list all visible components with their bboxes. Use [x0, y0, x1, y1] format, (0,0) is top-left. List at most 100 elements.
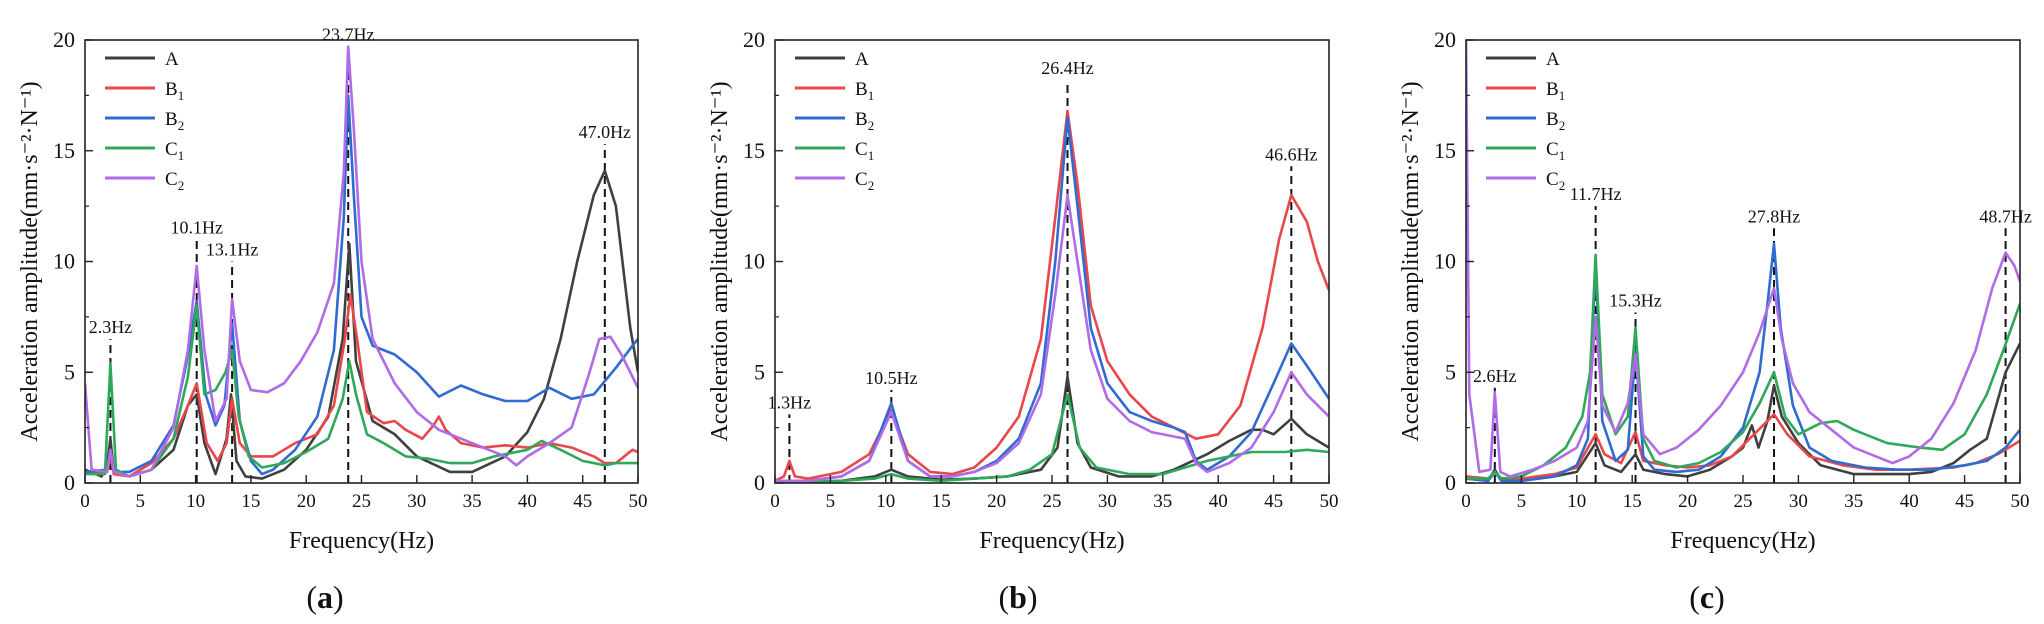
- y-tick-label: 10: [743, 249, 765, 274]
- x-tick-label: 20: [297, 491, 316, 512]
- x-tick-label: 20: [1678, 491, 1697, 512]
- legend-label-A: A: [165, 49, 179, 70]
- x-tick-label: 5: [826, 491, 836, 512]
- x-axis-label: Frequency(Hz): [289, 528, 434, 554]
- y-tick-label: 10: [53, 249, 75, 274]
- peak-label: 2.3Hz: [89, 317, 133, 337]
- peak-label: 10.1Hz: [170, 217, 223, 237]
- legend-label-C1: C1: [855, 139, 874, 163]
- x-tick-label: 40: [518, 491, 537, 512]
- series-group: [775, 109, 1329, 483]
- peak-label: 15.3Hz: [1609, 290, 1662, 310]
- y-axis-label: Acceleration amplitude(mm·s⁻²·N⁻¹): [17, 81, 43, 441]
- y-axis-label: Acceleration amplitude(mm·s⁻²·N⁻¹): [707, 81, 733, 441]
- x-tick-label: 40: [1900, 491, 1919, 512]
- peak-label: 27.8Hz: [1748, 206, 1801, 226]
- y-tick-label: 5: [754, 359, 765, 384]
- legend-label-A: A: [855, 49, 869, 70]
- plot-frame: [1465, 39, 2021, 484]
- legend-label-B1: B1: [855, 79, 874, 103]
- y-axis-label: Acceleration amplitude(mm·s⁻²·N⁻¹): [1398, 81, 1424, 441]
- x-tick-label: 25: [1734, 491, 1753, 512]
- y-tick-label: 15: [743, 138, 765, 163]
- y-tick-label: 20: [53, 27, 75, 52]
- series-line-B1: [775, 109, 1329, 482]
- x-tick-label: 35: [463, 491, 482, 512]
- legend: A B1 B2 C1 C2: [1486, 49, 1565, 193]
- peak-label: 11.7Hz: [1570, 184, 1622, 204]
- y-tick-label: 0: [1445, 470, 1456, 495]
- y-tick-label: 5: [1445, 359, 1456, 384]
- series-line-C2: [1466, 39, 2020, 478]
- x-tick-label: 45: [573, 491, 592, 512]
- x-tick-label: 10: [186, 491, 205, 512]
- y-tick-label: 0: [64, 470, 75, 495]
- y-tick-label: 15: [53, 138, 75, 163]
- series-line-C2: [85, 45, 638, 478]
- series-line-C1: [85, 304, 638, 478]
- peak-label: 10.5Hz: [865, 368, 918, 388]
- x-tick-label: 30: [407, 491, 426, 512]
- x-tick-label: 50: [629, 491, 648, 512]
- legend: A B1 B2 C1 C2: [795, 49, 874, 193]
- x-tick-label: 40: [1209, 491, 1228, 512]
- x-axis-label: Frequency(Hz): [979, 528, 1124, 554]
- panel-c: 0 5 10 15 20 25 30 35 40 45 50 0 5 10 15 20 Frequency(Hz…: [1398, 27, 2032, 615]
- x-tick-label: 30: [1098, 491, 1117, 512]
- x-tick-label: 25: [1043, 491, 1062, 512]
- y-tick-label: 10: [1434, 249, 1456, 274]
- legend-label-C1: C1: [1546, 139, 1565, 163]
- legend-label-B2: B2: [855, 109, 874, 133]
- x-tick-label: 25: [352, 491, 371, 512]
- peak-label: 2.6Hz: [1473, 366, 1517, 386]
- legend-label-B1: B1: [1546, 79, 1565, 103]
- x-tick-label: 30: [1789, 491, 1808, 512]
- series-group: [1466, 39, 2020, 483]
- peak-label: 26.4Hz: [1041, 58, 1094, 78]
- legend-label-C2: C2: [1546, 169, 1565, 193]
- panel-label: (c): [1689, 579, 1725, 615]
- panel-a: 0 5 10 15 20 25 30 35 40 45 50 0 5 10 15 20 Frequency(Hz…: [17, 25, 648, 615]
- x-axis-label: Frequency(Hz): [1670, 528, 1815, 554]
- panel-b: 0 5 10 15 20 25 30 35 40 45 50 0 5 10 15 20 Frequency(Hz…: [707, 27, 1339, 615]
- peak-label: 48.7Hz: [1979, 206, 2032, 226]
- peak-label: 46.6Hz: [1265, 144, 1318, 164]
- legend-label-C1: C1: [165, 139, 184, 163]
- x-tick-label: 10: [876, 491, 895, 512]
- series-line-C1: [1466, 253, 2020, 480]
- x-tick-label: 35: [1844, 491, 1863, 512]
- x-tick-label: 50: [1320, 491, 1339, 512]
- y-tick-label: 5: [64, 359, 75, 384]
- y-tick-label: 15: [1434, 138, 1456, 163]
- y-tick-label: 0: [754, 470, 765, 495]
- legend-label-A: A: [1546, 49, 1560, 70]
- x-tick-label: 15: [1623, 491, 1642, 512]
- series-group: [85, 45, 638, 480]
- x-tick-label: 45: [1955, 491, 1974, 512]
- peak-label: 47.0Hz: [579, 122, 632, 142]
- x-tick-label: 50: [2011, 491, 2030, 512]
- x-tick-label: 0: [770, 491, 780, 512]
- x-tick-label: 35: [1153, 491, 1172, 512]
- legend-label-C2: C2: [855, 169, 874, 193]
- x-tick-label: 10: [1567, 491, 1586, 512]
- series-line-C2: [775, 193, 1329, 483]
- peak-label: 23.7Hz: [322, 25, 375, 45]
- x-tick-label: 5: [136, 491, 146, 512]
- x-tick-label: 0: [1461, 491, 1471, 512]
- peak-label: 1.3Hz: [768, 392, 812, 412]
- peak-label: 13.1Hz: [206, 240, 259, 260]
- legend-label-B1: B1: [165, 79, 184, 103]
- y-tick-label: 20: [743, 27, 765, 52]
- plot-frame: [774, 39, 1330, 484]
- legend-label-B2: B2: [1546, 109, 1565, 133]
- x-tick-label: 0: [80, 491, 90, 512]
- x-tick-label: 5: [1517, 491, 1527, 512]
- y-tick-label: 20: [1434, 27, 1456, 52]
- legend: A B1 B2 C1 C2: [105, 49, 184, 193]
- series-line-B2: [1466, 242, 2020, 483]
- x-tick-label: 20: [987, 491, 1006, 512]
- x-tick-label: 45: [1264, 491, 1283, 512]
- panel-label: (a): [306, 579, 343, 615]
